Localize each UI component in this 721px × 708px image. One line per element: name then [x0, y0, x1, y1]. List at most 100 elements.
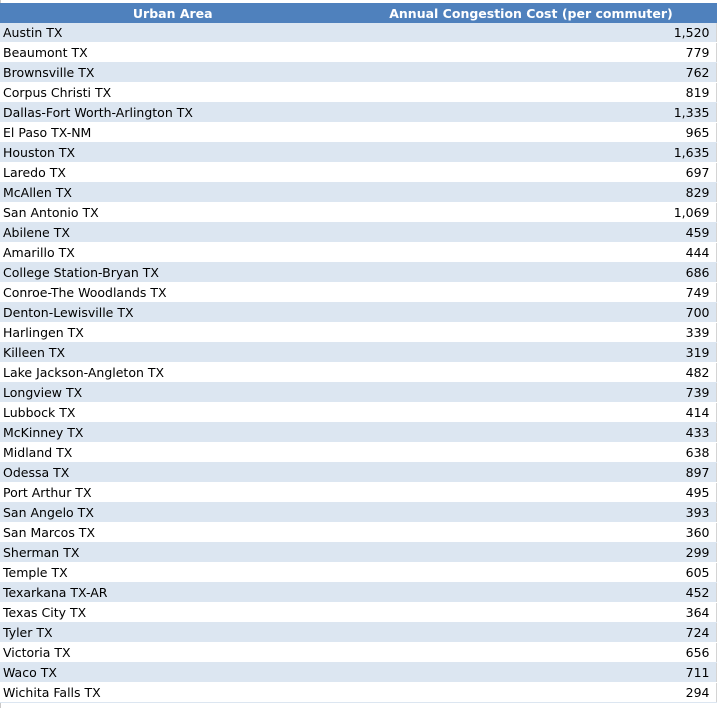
empty-cell[interactable] [715, 202, 721, 223]
empty-cell[interactable] [715, 242, 721, 263]
congestion-cost-cell[interactable]: 364 [346, 602, 716, 623]
congestion-cost-cell[interactable]: 779 [346, 42, 716, 63]
congestion-cost-cell[interactable]: 1,520 [346, 23, 716, 43]
congestion-cost-cell[interactable]: 711 [346, 662, 716, 683]
urban-area-cell[interactable]: Texarkana TX-AR [0, 582, 346, 603]
empty-cell[interactable] [715, 62, 721, 83]
congestion-cost-cell[interactable]: 762 [346, 62, 716, 83]
urban-area-cell[interactable]: Killeen TX [0, 342, 346, 363]
empty-cell[interactable] [715, 342, 721, 363]
urban-area-cell[interactable]: Sherman TX [0, 542, 346, 563]
urban-area-cell[interactable]: Odessa TX [0, 462, 346, 483]
congestion-cost-cell[interactable]: 656 [346, 642, 716, 663]
congestion-cost-cell[interactable]: 482 [346, 362, 716, 383]
urban-area-cell[interactable]: Longview TX [0, 382, 346, 403]
empty-cell[interactable] [715, 402, 721, 423]
empty-cell[interactable] [715, 122, 721, 143]
congestion-cost-cell[interactable]: 605 [346, 562, 716, 583]
urban-area-cell[interactable]: Lake Jackson-Angleton TX [0, 362, 346, 383]
urban-area-cell[interactable]: College Station-Bryan TX [0, 262, 346, 283]
congestion-cost-cell[interactable]: 452 [346, 582, 716, 603]
congestion-cost-cell[interactable]: 819 [346, 82, 716, 103]
urban-area-cell[interactable]: Wichita Falls TX [0, 682, 346, 703]
urban-area-cell[interactable]: Conroe-The Woodlands TX [0, 282, 346, 303]
urban-area-cell[interactable]: Port Arthur TX [0, 482, 346, 503]
congestion-cost-cell[interactable]: 360 [346, 522, 716, 543]
congestion-cost-cell[interactable]: 393 [346, 502, 716, 523]
empty-cell[interactable] [715, 462, 721, 483]
congestion-cost-cell[interactable]: 697 [346, 162, 716, 183]
urban-area-cell[interactable]: Dallas-Fort Worth-Arlington TX [0, 102, 346, 123]
urban-area-cell[interactable]: Lubbock TX [0, 402, 346, 423]
empty-cell[interactable] [715, 422, 721, 443]
urban-area-cell[interactable]: McKinney TX [0, 422, 346, 443]
congestion-cost-cell[interactable]: 319 [346, 342, 716, 363]
congestion-cost-cell[interactable]: 299 [346, 542, 716, 563]
congestion-cost-cell[interactable]: 965 [346, 122, 716, 143]
urban-area-cell[interactable]: San Angelo TX [0, 502, 346, 523]
urban-area-cell[interactable]: Austin TX [0, 23, 346, 43]
urban-area-cell[interactable]: Midland TX [0, 442, 346, 463]
empty-cell[interactable] [715, 642, 721, 663]
empty-cell[interactable] [715, 582, 721, 603]
urban-area-cell[interactable]: Texas City TX [0, 602, 346, 623]
congestion-cost-cell[interactable]: 444 [346, 242, 716, 263]
empty-cell[interactable] [715, 522, 721, 543]
empty-cell[interactable] [715, 262, 721, 283]
empty-cell[interactable] [715, 42, 721, 63]
empty-cell[interactable] [715, 322, 721, 343]
empty-cell[interactable] [715, 23, 721, 43]
congestion-cost-cell[interactable]: 739 [346, 382, 716, 403]
urban-area-cell[interactable]: El Paso TX-NM [0, 122, 346, 143]
congestion-cost-cell[interactable]: 1,635 [346, 142, 716, 163]
empty-cell[interactable] [715, 162, 721, 183]
congestion-cost-cell[interactable]: 339 [346, 322, 716, 343]
congestion-cost-cell[interactable]: 638 [346, 442, 716, 463]
urban-area-cell[interactable]: Corpus Christi TX [0, 82, 346, 103]
empty-cell[interactable] [715, 282, 721, 303]
congestion-cost-cell[interactable]: 433 [346, 422, 716, 443]
urban-area-cell[interactable]: Temple TX [0, 562, 346, 583]
empty-cell[interactable] [715, 682, 721, 703]
empty-cell[interactable] [715, 82, 721, 103]
congestion-cost-cell[interactable]: 1,335 [346, 102, 716, 123]
urban-area-cell[interactable]: Harlingen TX [0, 322, 346, 343]
congestion-cost-cell[interactable]: 686 [346, 262, 716, 283]
header-urban-area[interactable]: Urban Area [0, 3, 347, 23]
empty-cell[interactable] [715, 542, 721, 563]
empty-cell[interactable] [715, 222, 721, 243]
congestion-cost-cell[interactable]: 414 [346, 402, 716, 423]
urban-area-cell[interactable]: McAllen TX [0, 182, 346, 203]
congestion-cost-cell[interactable]: 829 [346, 182, 716, 203]
empty-cell[interactable] [715, 382, 721, 403]
empty-cell[interactable] [715, 362, 721, 383]
empty-cell[interactable] [715, 142, 721, 163]
urban-area-cell[interactable]: Amarillo TX [0, 242, 346, 263]
empty-cell[interactable] [715, 662, 721, 683]
empty-cell[interactable] [715, 502, 721, 523]
empty-cell[interactable] [715, 182, 721, 203]
congestion-cost-cell[interactable]: 1,069 [346, 202, 716, 223]
congestion-cost-cell[interactable]: 459 [346, 222, 716, 243]
congestion-cost-cell[interactable]: 897 [346, 462, 716, 483]
empty-cell[interactable] [715, 482, 721, 503]
urban-area-cell[interactable]: Abilene TX [0, 222, 346, 243]
urban-area-cell[interactable]: Tyler TX [0, 622, 346, 643]
congestion-cost-cell[interactable]: 749 [346, 282, 716, 303]
urban-area-cell[interactable]: Brownsville TX [0, 62, 346, 83]
urban-area-cell[interactable]: San Antonio TX [0, 202, 346, 223]
empty-cell[interactable] [715, 102, 721, 123]
empty-cell[interactable] [715, 442, 721, 463]
congestion-cost-cell[interactable]: 294 [346, 682, 716, 703]
urban-area-cell[interactable]: Denton-Lewisville TX [0, 302, 346, 323]
urban-area-cell[interactable]: Victoria TX [0, 642, 346, 663]
empty-cell[interactable] [715, 302, 721, 323]
urban-area-cell[interactable]: San Marcos TX [0, 522, 346, 543]
congestion-cost-cell[interactable]: 495 [346, 482, 716, 503]
urban-area-cell[interactable]: Houston TX [0, 142, 346, 163]
header-congestion-cost[interactable]: Annual Congestion Cost (per commuter) [346, 3, 717, 23]
congestion-cost-cell[interactable]: 700 [346, 302, 716, 323]
urban-area-cell[interactable]: Waco TX [0, 662, 346, 683]
empty-cell[interactable] [715, 622, 721, 643]
congestion-cost-cell[interactable]: 724 [346, 622, 716, 643]
